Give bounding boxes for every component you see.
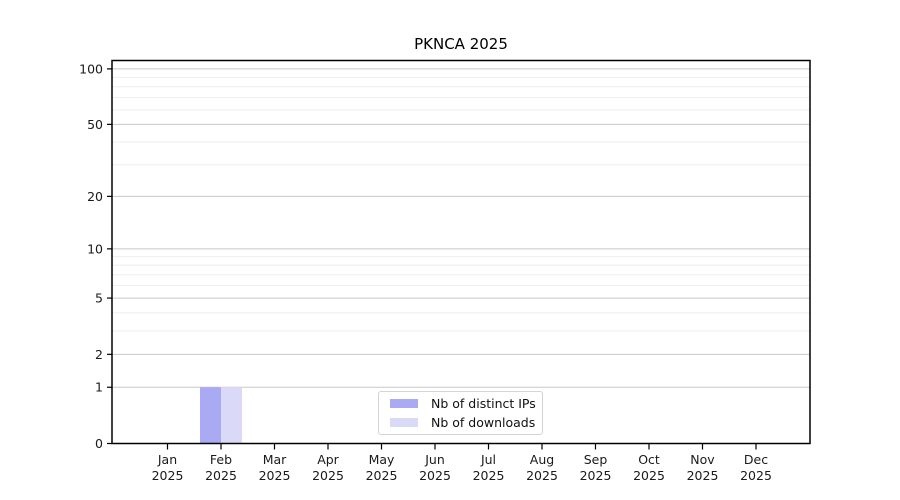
x-tick-label-year: 2025 xyxy=(312,468,344,483)
y-tick-label: 5 xyxy=(95,291,103,306)
x-tick-label-year: 2025 xyxy=(526,468,558,483)
y-tick-label: 20 xyxy=(87,189,103,204)
y-tick-label: 100 xyxy=(79,61,103,76)
legend-label-downloads: Nb of downloads xyxy=(431,415,536,430)
plot-frame xyxy=(111,59,811,445)
x-tick-label-year: 2025 xyxy=(473,468,505,483)
bar-nb-of-downloads-feb xyxy=(221,387,242,444)
y-tick-label: 1 xyxy=(95,380,103,395)
legend-item-downloads: Nb of downloads xyxy=(385,415,536,430)
x-tick-label-month: Dec xyxy=(744,452,768,467)
x-tick-label-month: Feb xyxy=(210,452,232,467)
x-tick-label-year: 2025 xyxy=(580,468,612,483)
x-tick-label-year: 2025 xyxy=(205,468,237,483)
x-tick-label-month: Jan xyxy=(157,452,177,467)
y-tick-label: 2 xyxy=(95,347,103,362)
legend-swatch-downloads-icon xyxy=(390,418,418,427)
legend-item-distinct-ips: Nb of distinct IPs xyxy=(385,396,536,411)
x-tick-label-month: Jul xyxy=(480,452,496,467)
x-tick-label-month: Aug xyxy=(530,452,554,467)
x-tick-label-month: May xyxy=(369,452,395,467)
y-tick-label: 0 xyxy=(95,436,103,451)
x-tick-label-month: Sep xyxy=(584,452,608,467)
legend-swatch-distinct-ips-icon xyxy=(390,399,418,408)
x-tick-label-year: 2025 xyxy=(687,468,719,483)
x-tick-label-year: 2025 xyxy=(152,468,184,483)
x-tick-label-month: Apr xyxy=(317,452,339,467)
legend: Nb of distinct IPs Nb of downloads xyxy=(378,391,543,435)
x-tick-label-year: 2025 xyxy=(419,468,451,483)
bar-nb-of-distinct-ips-feb xyxy=(200,387,221,444)
x-tick-label-year: 2025 xyxy=(366,468,398,483)
x-tick-label-month: Jun xyxy=(424,452,445,467)
x-tick-label-month: Nov xyxy=(690,452,715,467)
x-tick-label-year: 2025 xyxy=(259,468,291,483)
x-tick-label-year: 2025 xyxy=(740,468,772,483)
y-tick-label: 10 xyxy=(87,241,103,256)
x-tick-label-year: 2025 xyxy=(633,468,665,483)
legend-label-distinct-ips: Nb of distinct IPs xyxy=(431,396,536,411)
x-tick-label-month: Oct xyxy=(638,452,660,467)
x-tick-label-month: Mar xyxy=(263,452,287,467)
chart-title: PKNCA 2025 xyxy=(414,35,508,53)
y-tick-label: 50 xyxy=(87,117,103,132)
